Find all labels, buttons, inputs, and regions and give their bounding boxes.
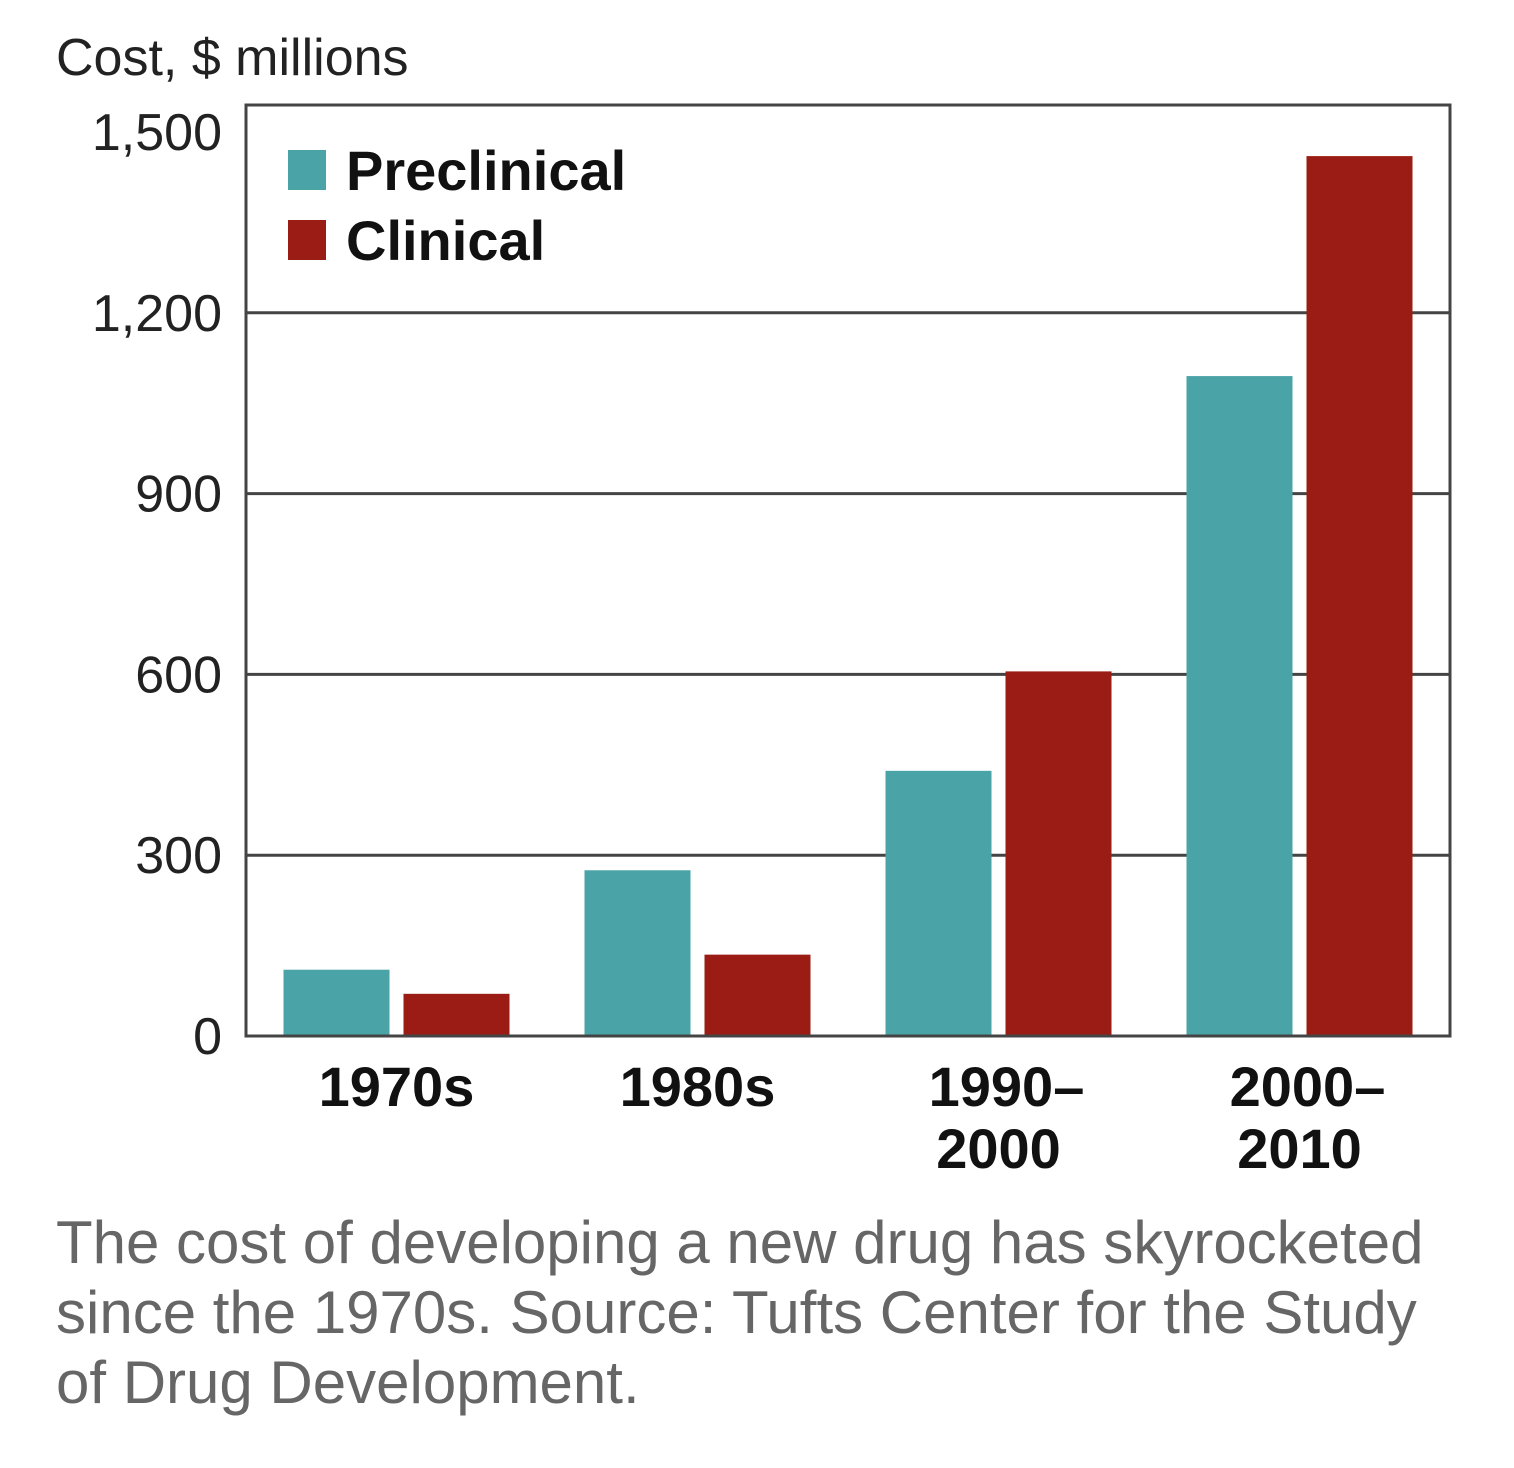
bar-clinical-4 bbox=[1306, 156, 1413, 1036]
x-tick-label: 1970s bbox=[319, 1055, 475, 1118]
x-tick-labels: 1970s 1980s 1990– 2000 2000– 2010 bbox=[319, 1055, 1386, 1180]
y-tick-labels: 0 300 600 900 1,200 1,500 bbox=[92, 104, 222, 1066]
bar-preclinical-3 bbox=[885, 770, 992, 1036]
y-tick-label: 900 bbox=[135, 466, 222, 524]
bar-chart: Cost, $ millions 0 300 600 900 1,200 1,500 19… bbox=[56, 29, 1452, 1180]
x-tick-label: 1980s bbox=[620, 1055, 776, 1118]
y-tick-label: 0 bbox=[193, 1008, 222, 1066]
y-tick-label: 600 bbox=[135, 646, 222, 704]
bar-preclinical-4 bbox=[1186, 376, 1293, 1037]
plot-frame bbox=[244, 103, 1452, 1038]
y-tick-label: 1,500 bbox=[92, 104, 222, 162]
bar-preclinical-2 bbox=[584, 870, 691, 1036]
x-tick-label: 2000– 2010 bbox=[1230, 1055, 1386, 1180]
bar-clinical-3 bbox=[1005, 671, 1112, 1036]
legend-label-preclinical: Preclinical bbox=[346, 139, 626, 202]
legend: Preclinical Clinical bbox=[288, 139, 626, 272]
y-axis-label: Cost, $ millions bbox=[56, 29, 409, 87]
figure-caption: The cost of developing a new drug has sk… bbox=[56, 1209, 1424, 1416]
legend-label-clinical: Clinical bbox=[346, 209, 545, 272]
bar-clinical-2 bbox=[704, 954, 811, 1036]
bar-clinical-1 bbox=[403, 993, 510, 1036]
y-tick-label: 300 bbox=[135, 827, 222, 885]
legend-swatch-preclinical bbox=[288, 150, 326, 190]
bars bbox=[283, 156, 1413, 1037]
bar-preclinical-1 bbox=[283, 969, 390, 1036]
legend-swatch-clinical bbox=[288, 220, 326, 260]
y-tick-label: 1,200 bbox=[92, 285, 222, 343]
x-tick-label: 1990– 2000 bbox=[929, 1055, 1085, 1180]
